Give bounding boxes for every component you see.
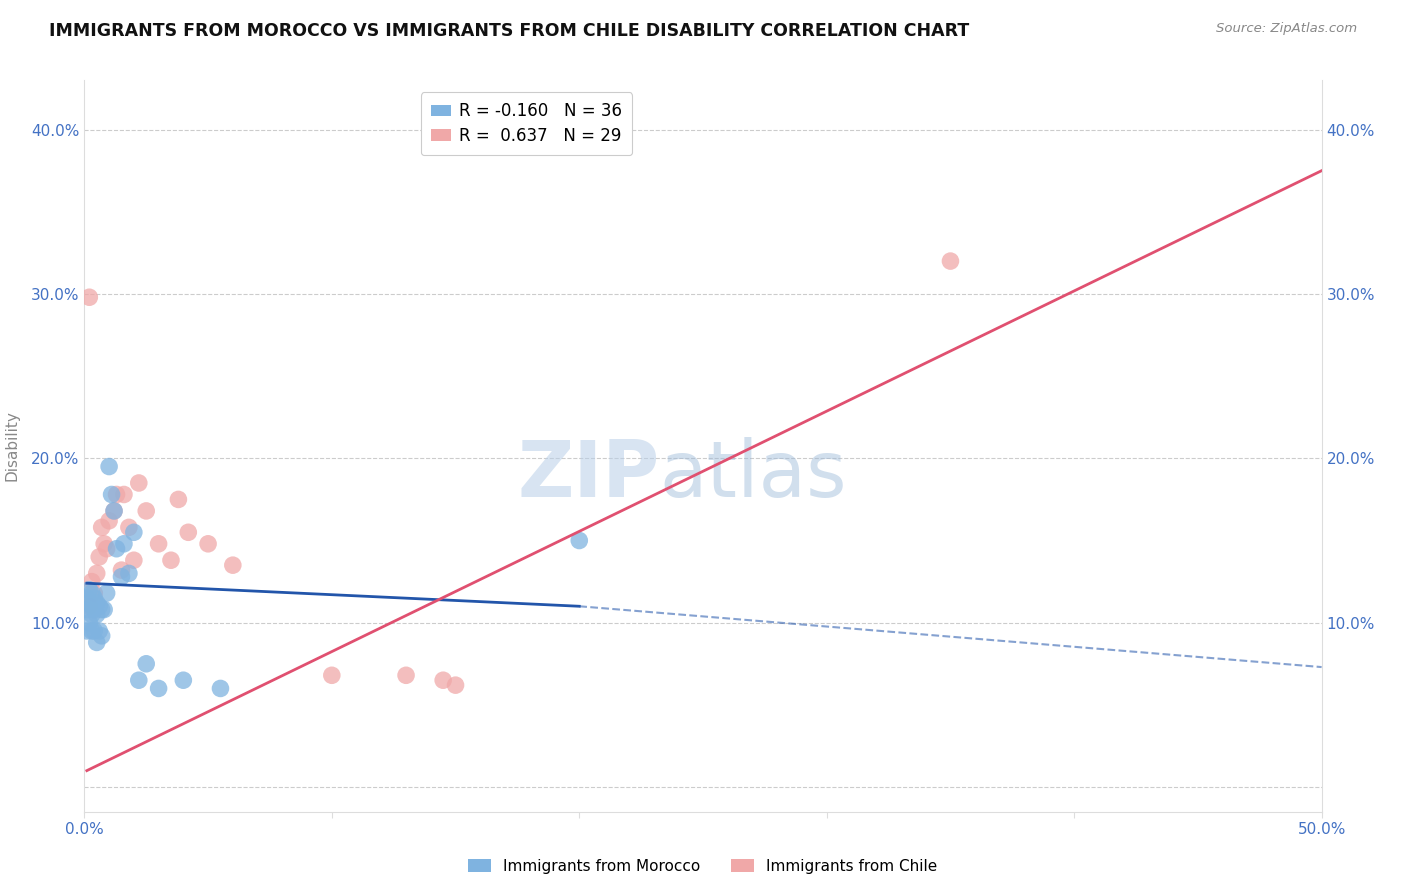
Point [89,624,111,638]
Point [83,586,105,600]
Point [89,549,111,564]
Point [177,525,200,540]
Text: Source: ZipAtlas.com: Source: ZipAtlas.com [1216,22,1357,36]
Text: ZIP: ZIP [517,437,659,513]
Point [135,657,157,671]
Point [118,520,141,534]
Point [105,487,128,501]
Point [112,537,135,551]
Point [128,475,150,490]
Legend: R = -0.160   N = 36, R =  0.637   N = 29: R = -0.160 N = 36, R = 0.637 N = 29 [420,92,631,155]
Point [76,624,98,638]
Point [83,624,105,638]
Point [76,602,98,616]
Point [80,599,103,614]
Point [122,525,145,540]
Point [80,624,103,638]
Point [939,254,962,268]
Point [90,602,112,616]
Point [100,487,122,501]
Point [80,586,103,600]
Y-axis label: Disability: Disability [4,410,20,482]
Point [79,290,101,304]
Point [148,537,170,551]
Point [76,591,98,605]
Point [86,566,108,581]
Point [160,553,183,567]
Point [86,635,108,649]
Point [86,596,108,610]
Point [110,563,132,577]
Point [79,615,101,630]
Point [96,586,118,600]
Text: IMMIGRANTS FROM MOROCCO VS IMMIGRANTS FROM CHILE DISABILITY CORRELATION CHART: IMMIGRANTS FROM MOROCCO VS IMMIGRANTS FR… [49,22,970,40]
Point [93,537,115,551]
Point [112,487,135,501]
Point [98,514,121,528]
Point [96,541,118,556]
Point [395,668,418,682]
Point [148,681,170,696]
Text: atlas: atlas [659,437,848,513]
Point [321,668,343,682]
Point [93,602,115,616]
Point [103,504,125,518]
Point [98,459,121,474]
Point [568,533,591,548]
Point [105,541,128,556]
Point [222,558,245,573]
Point [135,504,157,518]
Point [86,607,108,622]
Point [83,591,105,605]
Point [89,599,111,614]
Point [167,492,190,507]
Point [90,629,112,643]
Legend: Immigrants from Morocco, Immigrants from Chile: Immigrants from Morocco, Immigrants from… [463,853,943,880]
Point [80,574,103,589]
Point [172,673,194,688]
Point [110,569,132,583]
Point [209,681,232,696]
Point [128,673,150,688]
Point [79,599,101,614]
Point [122,553,145,567]
Point [118,566,141,581]
Point [90,520,112,534]
Point [80,607,103,622]
Point [83,602,105,616]
Point [197,537,219,551]
Point [79,596,101,610]
Point [444,678,467,692]
Point [103,504,125,518]
Point [432,673,454,688]
Point [79,582,101,597]
